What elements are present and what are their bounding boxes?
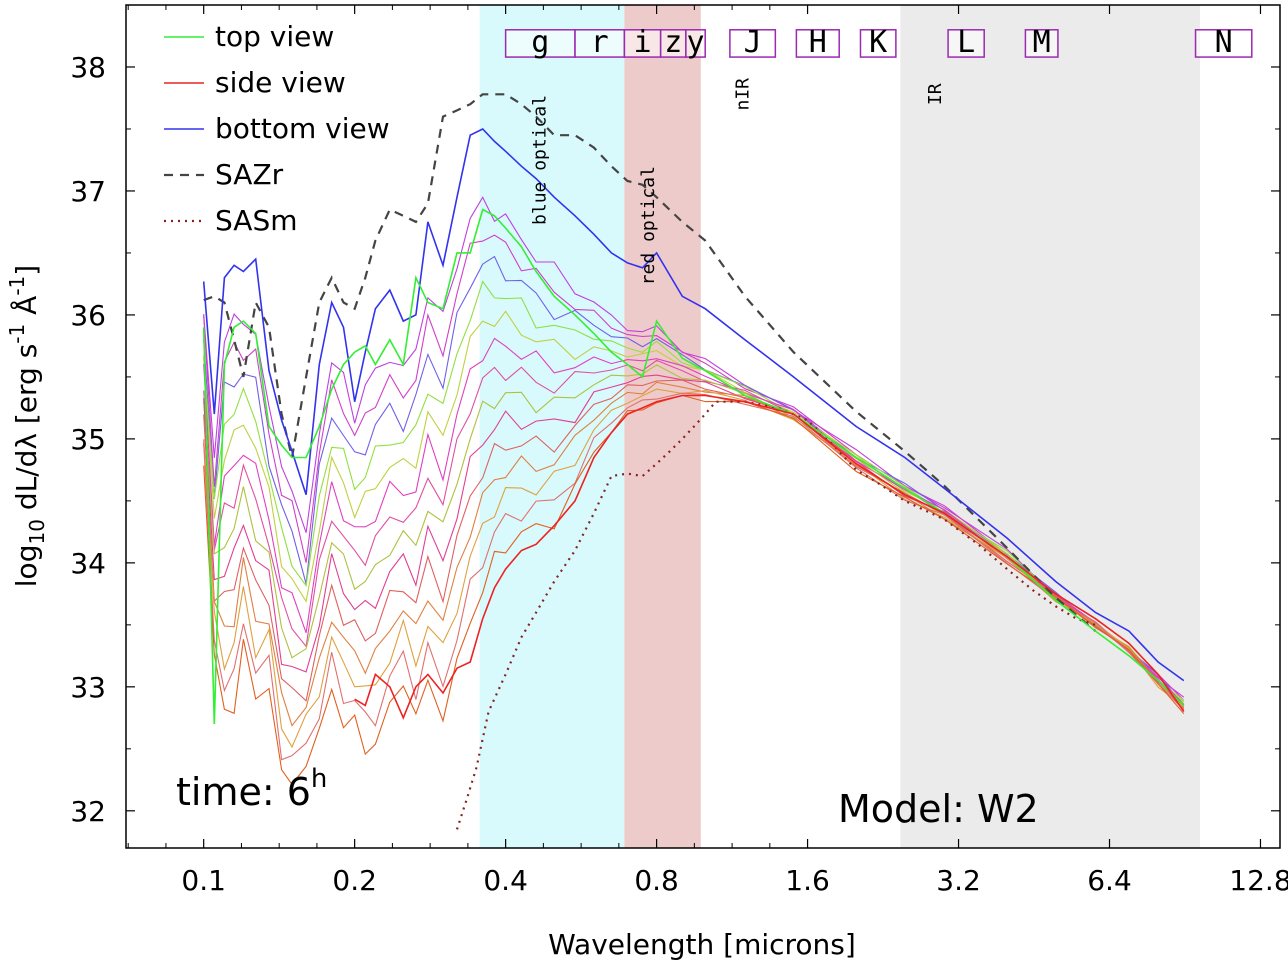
region-blue-optical	[479, 5, 625, 848]
y-axis-title-subscript: 10	[25, 519, 49, 544]
model-annotation: Model: W2	[838, 787, 1039, 831]
series-line-side-view-lower-	[354, 394, 1185, 720]
y-axis-title-end: ]	[10, 265, 43, 276]
x-tick-label: 12.8	[1229, 864, 1288, 897]
filter-band-box-r	[574, 29, 626, 58]
y-tick-label: 33	[70, 671, 106, 704]
series-line-top-view-upper-	[202, 208, 1185, 725]
y-axis-title-exp1: -1	[5, 324, 29, 344]
legend-label-top-view: top view	[215, 20, 334, 53]
x-tick-label: 0.4	[483, 864, 528, 897]
x-tick-label: 6.4	[1087, 864, 1132, 897]
filter-band-label-y: y	[686, 25, 704, 60]
x-tick-label: 3.2	[936, 864, 981, 897]
y-tick-label: 36	[70, 299, 106, 332]
region-shading	[479, 5, 1201, 848]
y-tick-label: 32	[70, 795, 106, 828]
y-tick-label: 34	[70, 547, 106, 580]
time-annotation: time: 6h	[176, 764, 327, 814]
plot-frame	[125, 4, 1281, 849]
filter-band-label-g: g	[531, 25, 549, 60]
filter-band-label-K: K	[869, 25, 887, 60]
region-label-nIR: nIR	[733, 78, 754, 111]
fan-series-line	[203, 392, 1185, 761]
y-axis-title-main: dL/dλ [erg s	[10, 344, 43, 519]
region-IR	[900, 5, 1201, 848]
filter-band-box-M	[1024, 29, 1059, 58]
region-label-IR: IR	[925, 83, 946, 105]
fan-series-line	[203, 310, 1185, 701]
time-annotation-text: time: 6	[176, 770, 311, 814]
legend-label-bottom-view: bottom view	[215, 112, 390, 145]
fan-series-line	[203, 364, 1185, 705]
axis-ticks: 0.1 0.2 0.4 0.8 1.6 3.2 6.4 12.8 32 33 34 35 36 37 38	[70, 4, 1288, 897]
x-tick-label: 1.6	[785, 864, 830, 897]
fan-series-line	[203, 196, 1185, 698]
legend-label-sasm: SASm	[215, 204, 298, 237]
filter-band-label-z: z	[664, 25, 682, 60]
series-line-sasm	[455, 400, 1096, 830]
x-tick-label: 0.8	[634, 864, 679, 897]
filter-band-box-y	[685, 29, 706, 58]
filter-band-label-r: r	[591, 25, 609, 60]
y-tick-label: 38	[70, 51, 106, 84]
fan-series-line	[203, 394, 1185, 786]
region-labels: blue optical red optical nIR IR	[529, 78, 945, 285]
fan-series-line	[203, 374, 1185, 705]
filter-band-label-L: L	[957, 25, 975, 60]
y-axis-title-mid: Å	[9, 296, 43, 324]
fan-series-line	[203, 381, 1185, 727]
region-red-optical	[624, 5, 701, 848]
x-axis-title: Wavelength [microns]	[548, 928, 856, 961]
legend-label-sazr: SAZr	[215, 158, 284, 191]
filter-band-box-K	[859, 29, 897, 58]
x-tick-label: 0.1	[181, 864, 226, 897]
y-tick-label: 37	[70, 175, 106, 208]
filter-band-box-i	[623, 29, 662, 58]
y-axis-title-exp2: -1	[5, 276, 29, 296]
series-line-bottom-view-upper-	[202, 128, 1185, 682]
region-label-red-optical: red optical	[638, 166, 659, 285]
filter-band-box-J	[729, 29, 777, 58]
legend-label-side-view: side view	[215, 66, 346, 99]
region-label-blue-optical: blue optical	[529, 95, 550, 225]
filter-band-label-i: i	[633, 25, 651, 60]
fan-series-line	[203, 280, 1185, 703]
series-layer	[202, 93, 1185, 830]
y-tick-label: 35	[70, 423, 106, 456]
y-axis-title-log: log	[10, 545, 43, 588]
fan-series-line	[203, 359, 1185, 708]
filter-band-label-J: J	[744, 25, 762, 60]
filter-band-box-N	[1194, 29, 1253, 58]
time-annotation-sup: h	[311, 764, 327, 794]
filter-band-box-L	[947, 29, 985, 58]
legend: top view side view bottom view SAZr SASm	[164, 20, 390, 237]
fan-series-line	[203, 379, 1185, 711]
x-tick-label: 0.2	[332, 864, 377, 897]
filter-band-label-M: M	[1033, 25, 1051, 60]
y-axis-title: log10 dL/dλ [erg s-1 Å-1]	[5, 265, 49, 587]
filter-band-label-H: H	[809, 25, 827, 60]
filter-band-box-H	[795, 29, 840, 58]
filter-band-label-N: N	[1215, 25, 1233, 60]
